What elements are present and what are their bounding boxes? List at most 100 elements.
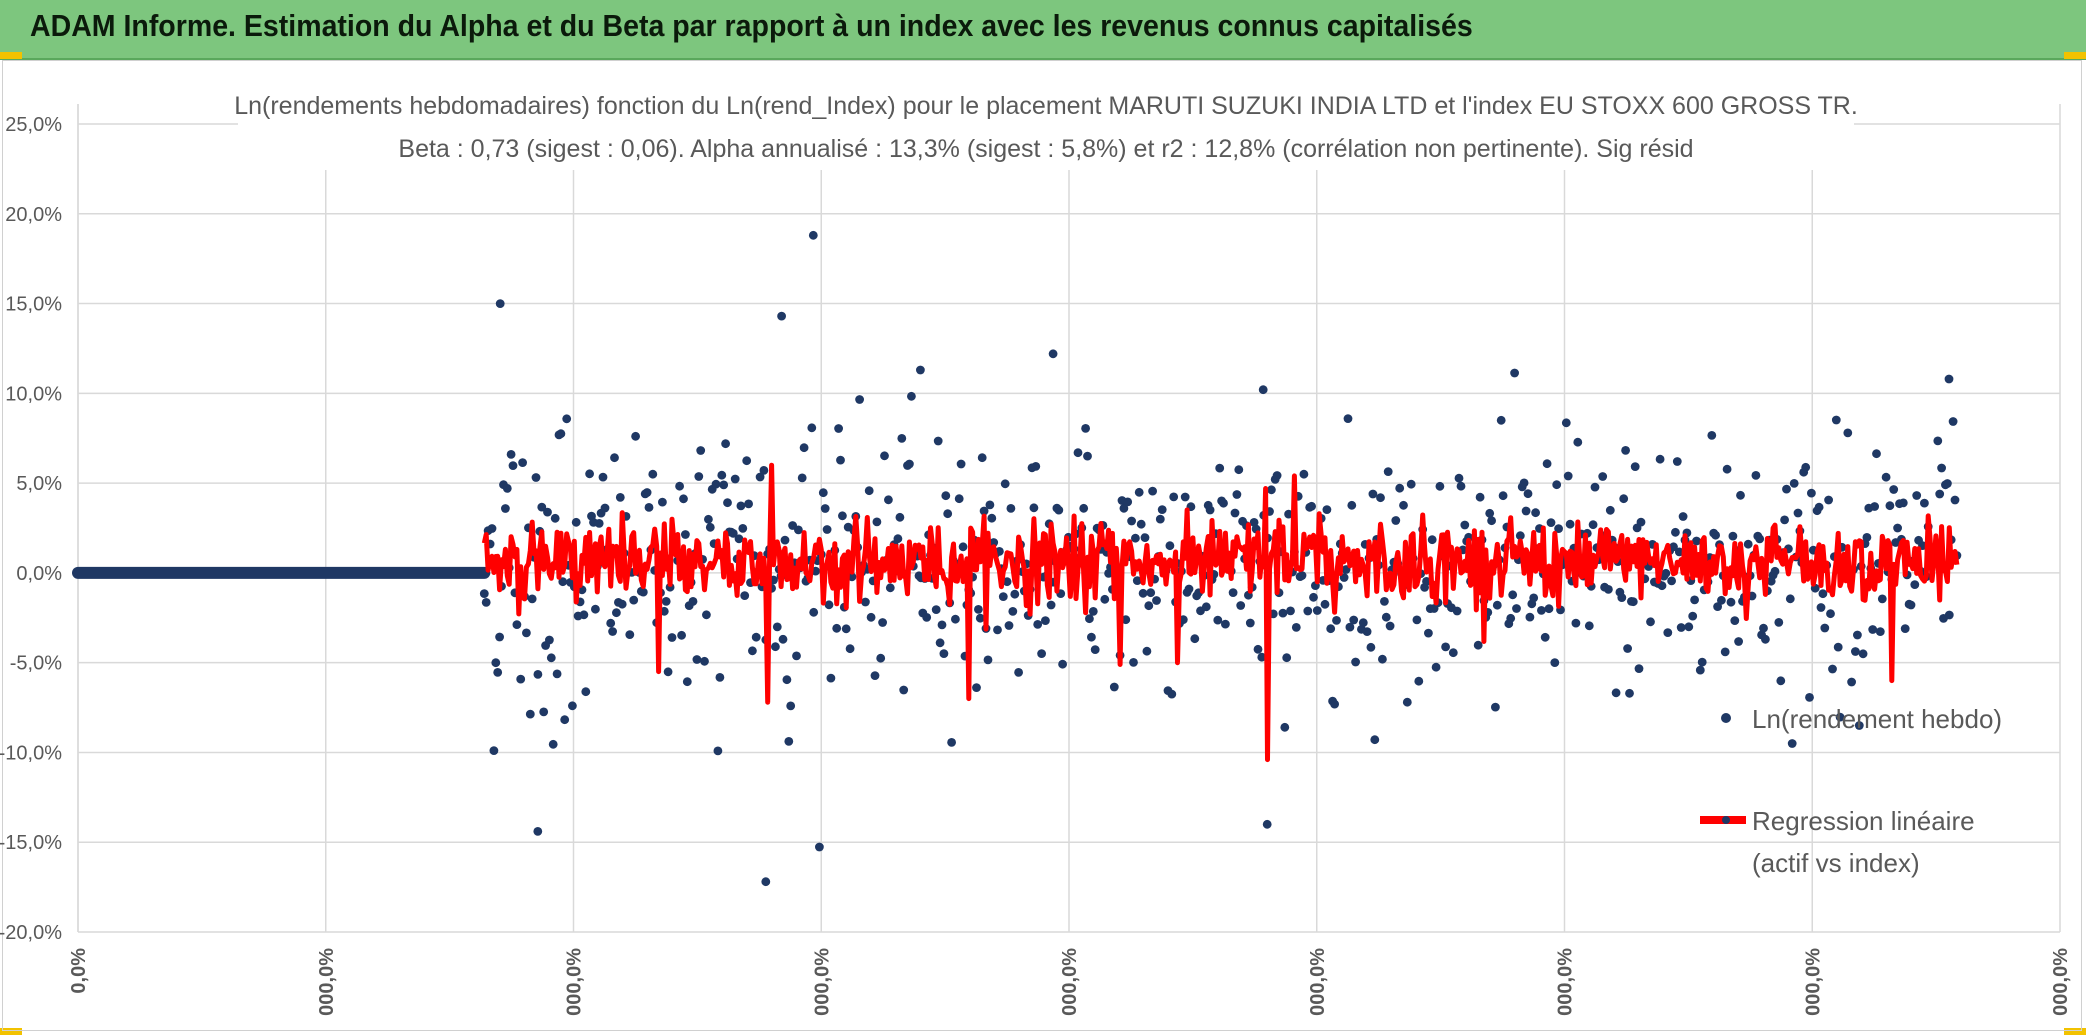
y-tick-label: 0,0% xyxy=(16,563,62,585)
scatter-point xyxy=(931,605,941,614)
scatter-point xyxy=(880,451,889,461)
scatter-point xyxy=(1684,622,1694,632)
scatter-point xyxy=(1406,479,1416,489)
page-title: ADAM Informe. Estimation du Alpha et du … xyxy=(30,8,1473,43)
scatter-point xyxy=(1473,640,1483,650)
scatter-point xyxy=(682,677,692,687)
scatter-point xyxy=(1707,431,1717,440)
scatter-point xyxy=(899,685,909,695)
scatter-point xyxy=(1542,459,1552,469)
scatter-point xyxy=(1571,618,1581,628)
scatter-point xyxy=(1770,566,1780,576)
legend-marker-scatter xyxy=(1721,713,1731,723)
scatter-point xyxy=(591,604,600,614)
scatter-point xyxy=(761,877,771,887)
y-tick-label: 25,0% xyxy=(5,114,62,136)
scatter-point xyxy=(1912,491,1922,500)
scatter-point xyxy=(617,599,627,609)
scatter-point xyxy=(1358,618,1368,628)
scatter-point xyxy=(748,646,757,656)
scatter-point xyxy=(1676,623,1686,632)
scatter-point xyxy=(808,230,818,240)
scatter-point xyxy=(1722,464,1732,474)
scatter-point xyxy=(594,519,604,528)
scatter-point xyxy=(1381,612,1391,622)
scatter-point xyxy=(1144,601,1154,611)
scatter-point xyxy=(771,642,780,652)
scatter-point xyxy=(998,592,1008,601)
scatter-point xyxy=(1184,584,1194,594)
scatter-point xyxy=(1678,512,1688,521)
scatter-point xyxy=(885,583,895,593)
scatter-point xyxy=(1132,576,1142,585)
scatter-point xyxy=(1674,547,1684,557)
scatter-point xyxy=(985,500,995,510)
chart-title-line-2: Beta : 0,73 (sigest : 0,06). Alpha annua… xyxy=(398,135,1693,163)
scatter-point xyxy=(1378,654,1387,664)
scatter-point xyxy=(702,610,711,620)
scatter-point xyxy=(1761,634,1770,644)
scatter-point xyxy=(552,669,562,679)
scatter-point xyxy=(1343,414,1353,423)
scatter-point xyxy=(797,473,807,483)
scatter-point xyxy=(579,610,589,620)
scatter-point xyxy=(677,630,686,640)
scatter-point xyxy=(1100,594,1110,604)
scatter-point xyxy=(675,481,684,491)
scatter-point xyxy=(531,473,541,482)
scatter-point xyxy=(815,842,824,852)
scatter-point xyxy=(1801,462,1811,472)
scatter-point xyxy=(533,670,543,679)
scatter-point xyxy=(1717,595,1726,605)
scatter-point xyxy=(1835,712,1845,722)
scatter-point xyxy=(1121,615,1131,625)
scatter-point xyxy=(1368,489,1378,499)
scatter-point xyxy=(1257,652,1267,662)
scatter-point xyxy=(1303,606,1313,616)
scatter-point xyxy=(1249,518,1259,527)
scatter-point xyxy=(832,623,842,633)
scatter-point xyxy=(1870,502,1879,511)
scatter-point xyxy=(1309,592,1318,602)
scatter-point xyxy=(826,673,836,683)
scatter-point xyxy=(629,595,639,605)
scatter-point xyxy=(1347,500,1357,510)
scatter-point xyxy=(1818,589,1828,599)
scatter-point xyxy=(1330,699,1339,709)
scatter-point xyxy=(1134,487,1144,497)
scatter-point xyxy=(933,436,943,446)
scatter-point xyxy=(1046,600,1056,610)
scatter-point xyxy=(1628,597,1638,607)
scatter-point xyxy=(818,488,828,498)
scatter-point xyxy=(560,715,570,725)
scatter-point xyxy=(1385,621,1395,631)
scatter-point xyxy=(1142,646,1152,656)
scatter-point xyxy=(866,612,876,622)
scatter-point xyxy=(1215,463,1225,473)
scatter-point xyxy=(681,530,690,539)
scatter-point xyxy=(1088,607,1098,616)
legend-label-scatter: Ln(rendement hebdo) xyxy=(1752,704,2002,734)
scatter-point xyxy=(1807,488,1816,498)
scatter-point xyxy=(1033,620,1043,629)
scatter-point xyxy=(1646,617,1655,627)
scatter-point xyxy=(1948,417,1958,426)
scatter-point xyxy=(1402,697,1412,707)
scatter-point xyxy=(989,538,999,547)
scatter-point xyxy=(1604,585,1613,594)
scatter-point xyxy=(1475,492,1485,502)
scatter-point xyxy=(941,491,951,501)
scatter-point xyxy=(1943,479,1952,488)
scatter-point xyxy=(1366,642,1376,652)
scatter-point xyxy=(694,472,704,481)
scatter-point xyxy=(905,459,914,469)
scatter-point xyxy=(1037,649,1046,658)
scatter-point xyxy=(512,620,522,629)
scatter-point xyxy=(1234,465,1244,475)
scatter-point xyxy=(878,618,887,627)
scatter-point xyxy=(705,522,715,532)
scatter-point xyxy=(700,656,709,666)
scatter-point xyxy=(855,395,864,404)
scatter-point xyxy=(751,632,761,642)
scatter-point xyxy=(1146,588,1156,598)
